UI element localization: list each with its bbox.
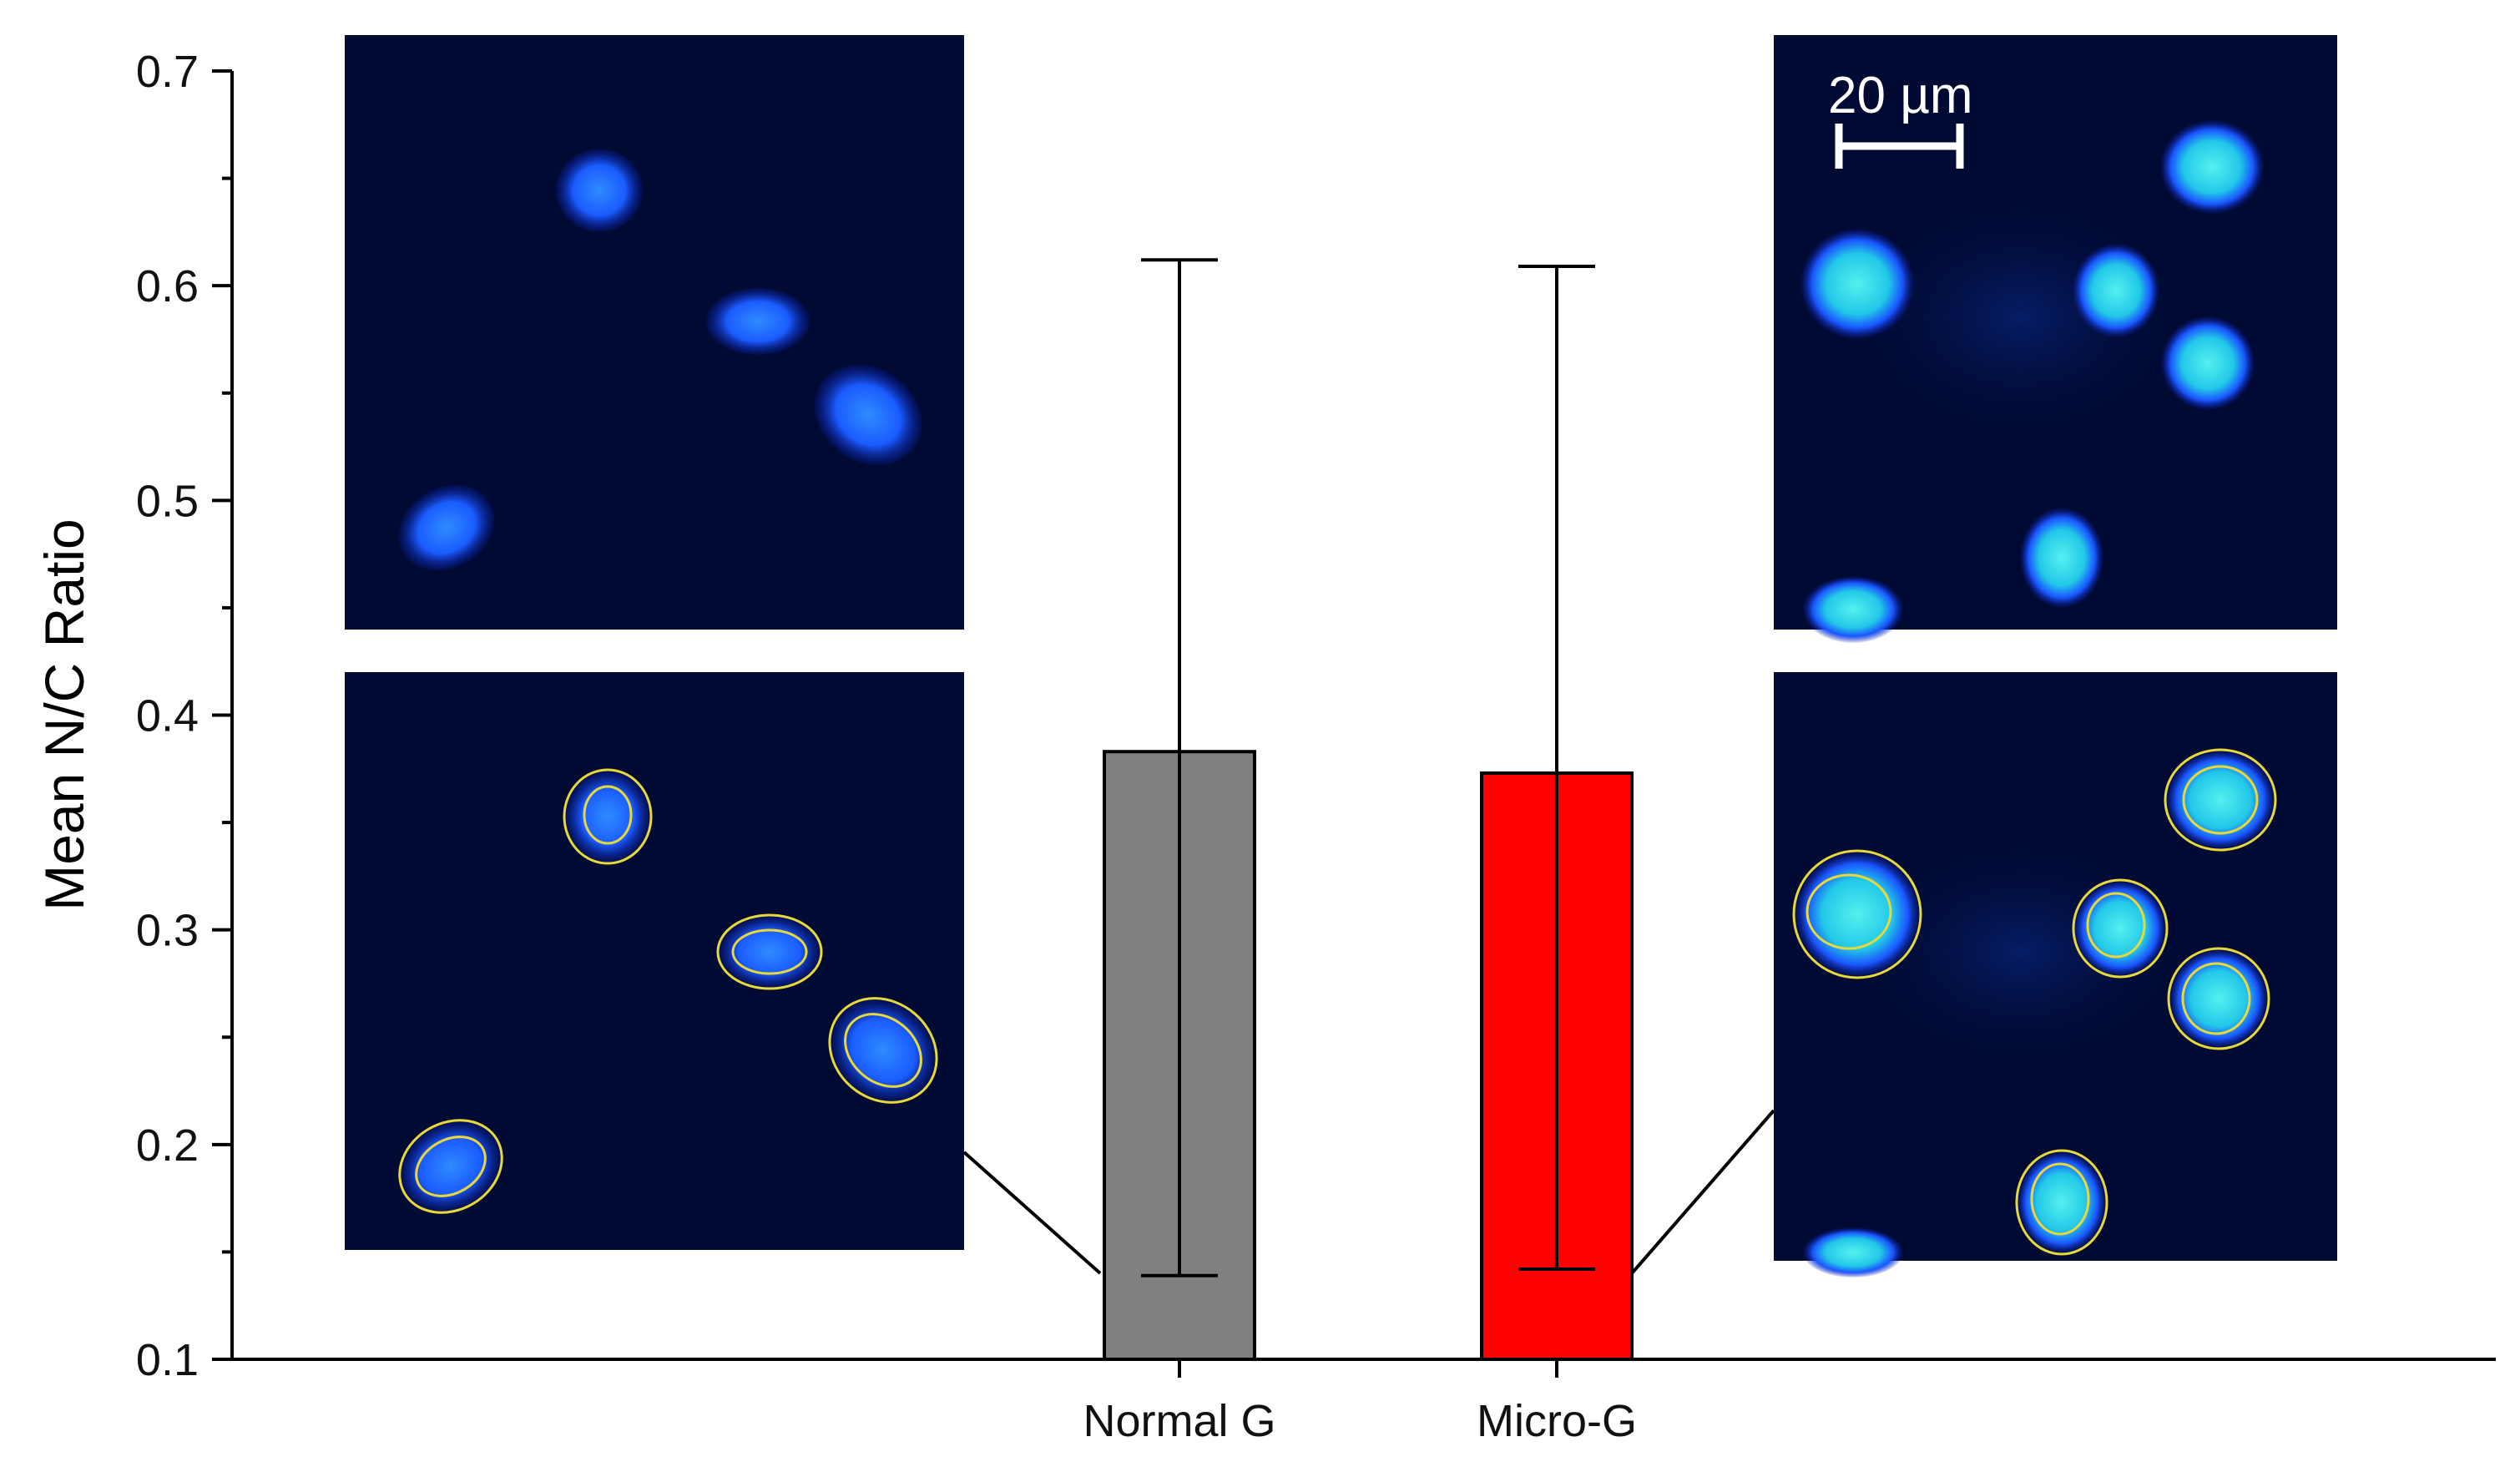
nucleus xyxy=(814,364,922,466)
nucleus xyxy=(399,1120,502,1213)
y-ticks: 0.1 0.2 0.3 0.4 0.5 0.6 0.7 xyxy=(136,47,232,1385)
nucleus xyxy=(2020,508,2103,608)
nucleus xyxy=(556,149,643,232)
y-axis-label: Mean N/C Ratio xyxy=(33,519,95,911)
nucleus xyxy=(1800,229,1914,339)
scale-bar-label: 20 µm xyxy=(1828,67,1973,124)
scale-bar: 20 µm xyxy=(1828,67,1973,169)
nucleus xyxy=(2160,120,2264,214)
nucleus xyxy=(829,998,937,1103)
leader-line-normal-g xyxy=(962,1151,1102,1275)
y-tick-label: 0.1 xyxy=(136,1335,199,1385)
nucleus xyxy=(2073,244,2159,337)
leader-line-micro-g xyxy=(1630,1109,1775,1275)
y-tick-label: 0.6 xyxy=(136,261,199,311)
inset-micro-g-raw: 20 µm xyxy=(1774,35,2337,643)
nucleus xyxy=(1803,1227,1903,1277)
inset-normal-g-segmented xyxy=(345,672,964,1250)
bars xyxy=(1103,258,1634,1361)
x-ticks: Normal G Micro-G xyxy=(1083,1359,1637,1446)
nucleus xyxy=(564,770,651,863)
nucleus xyxy=(2165,750,2275,850)
nucleus xyxy=(398,484,495,571)
nucleus xyxy=(2073,880,2167,977)
inset-micro-g-segmented xyxy=(1774,672,2337,1277)
y-tick-label: 0.3 xyxy=(136,906,199,956)
nucleus xyxy=(706,288,810,355)
axes: 0.1 0.2 0.3 0.4 0.5 0.6 0.7 Normal G Micro-G xyxy=(136,47,2496,1446)
nucleus xyxy=(1803,576,1903,643)
inset-normal-g-raw xyxy=(345,35,964,630)
x-tick-label: Micro-G xyxy=(1477,1396,1637,1446)
nucleus xyxy=(2161,316,2255,410)
nucleus xyxy=(718,915,821,989)
y-tick-label: 0.4 xyxy=(136,691,199,741)
y-tick-label: 0.2 xyxy=(136,1120,199,1171)
x-tick-label: Normal G xyxy=(1083,1396,1275,1446)
y-tick-label: 0.7 xyxy=(136,47,199,97)
y-tick-label: 0.5 xyxy=(136,476,199,526)
